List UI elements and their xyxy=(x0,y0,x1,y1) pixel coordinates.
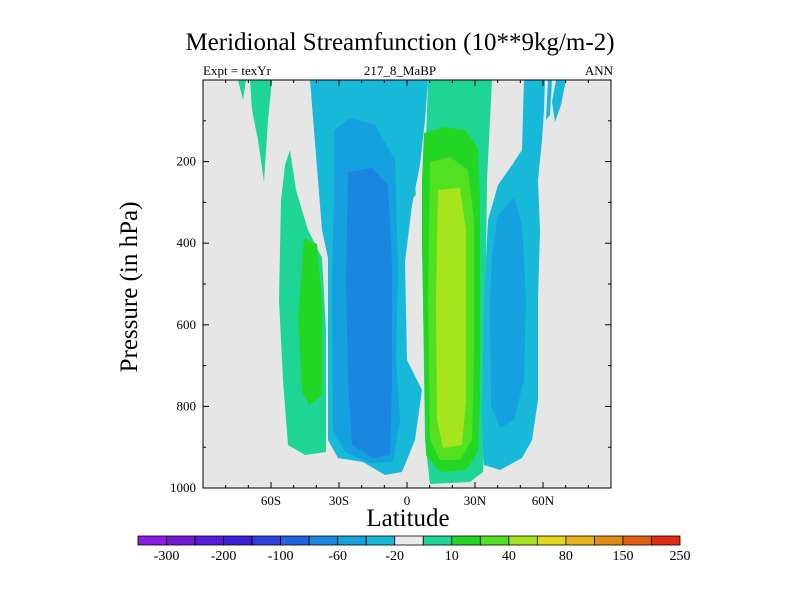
colorbar-swatch xyxy=(223,535,253,546)
x-tick-label: 30N xyxy=(464,493,487,508)
experiment-label: Expt = texYr xyxy=(203,63,271,78)
y-tick-label: 1000 xyxy=(170,480,196,495)
colorbar-swatch xyxy=(394,535,424,546)
colorbar-swatch xyxy=(594,535,624,546)
colorbar-label: 150 xyxy=(612,549,633,564)
colorbar-swatch xyxy=(166,535,196,546)
colorbar-swatch xyxy=(622,535,652,546)
colorbar-swatch xyxy=(137,535,167,546)
y-tick-label: 400 xyxy=(177,235,197,250)
colorbar-swatch xyxy=(337,535,367,546)
contour-region-nh-hadley-cell-core xyxy=(436,188,466,448)
colorbar-swatch xyxy=(422,535,453,546)
colorbar-label: 80 xyxy=(559,549,573,564)
contour-region-sh-hadley-cell-core xyxy=(346,168,392,458)
contour-region-sh-subtropical-cell-core xyxy=(298,238,322,405)
colorbar-label: 40 xyxy=(502,549,516,564)
chart-title: Meridional Streamfunction (10**9kg/m-2) xyxy=(185,29,615,56)
colorbar-swatch xyxy=(308,535,339,546)
colorbar-label: -20 xyxy=(385,549,404,564)
colorbar-label: -300 xyxy=(154,549,180,564)
colorbar-swatch xyxy=(479,535,510,546)
colorbar-label: -60 xyxy=(328,549,347,564)
colorbar-swatch xyxy=(280,535,310,546)
y-axis: 200 400 600 800 1000 xyxy=(170,120,611,495)
colorbar-label: 250 xyxy=(670,549,691,564)
x-tick-label: 0 xyxy=(404,493,411,508)
contour-region-nh-ferrel-cell-core xyxy=(490,198,526,428)
colorbar-swatch xyxy=(194,535,224,546)
case-label: 217_8_MaBP xyxy=(363,63,437,78)
y-axis-label: Pressure (in hPa) xyxy=(116,201,143,373)
colorbar-swatch xyxy=(536,535,567,546)
colorbar-label: 10 xyxy=(445,549,459,564)
colorbar-swatch xyxy=(508,535,538,546)
x-tick-label: 60N xyxy=(532,493,555,508)
colorbar-label: -100 xyxy=(268,549,294,564)
colorbar-label: -200 xyxy=(211,549,237,564)
colorbar-swatch xyxy=(451,535,481,546)
contour-region-sh-subtropical-cell-outer xyxy=(238,80,416,455)
y-tick-label: 200 xyxy=(177,154,197,169)
x-axis: 60S 30S 0 30N 60N xyxy=(202,80,612,508)
colorbar: -300 -200 -100 -60 -20 10 40 80 150 250 xyxy=(137,535,691,564)
x-tick-label: 30S xyxy=(329,493,349,508)
y-tick-label: 600 xyxy=(177,317,197,332)
y-tick-label: 800 xyxy=(177,398,197,413)
x-axis-label: Latitude xyxy=(366,505,450,532)
colorbar-swatch xyxy=(651,535,681,546)
season-label: ANN xyxy=(584,63,613,78)
x-tick-label: 60S xyxy=(261,493,281,508)
contour-regions xyxy=(238,80,566,484)
colorbar-swatch xyxy=(565,535,595,546)
colorbar-swatch xyxy=(251,535,282,546)
colorbar-swatch xyxy=(365,535,396,546)
